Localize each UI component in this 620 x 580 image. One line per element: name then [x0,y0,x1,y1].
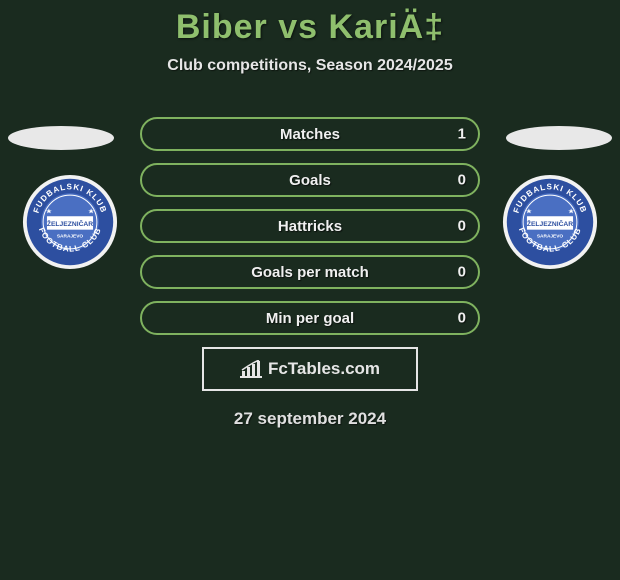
comparison-card: Biber vs KariÄ‡ Club competitions, Seaso… [0,0,620,429]
badge-center-text: ŽELJEZNIČAR [527,219,573,228]
subtitle: Club competitions, Season 2024/2025 [0,57,620,75]
stat-row-goals: Goals 0 [140,163,480,197]
club-badge-right: FUDBALSKI KLUB FOOTBALL CLUB ŽELJEZNIČAR… [502,174,598,270]
stat-label: Goals per match [251,264,369,281]
stat-label: Min per goal [266,310,354,327]
stat-row-min-per-goal: Min per goal 0 [140,301,480,335]
date-text: 27 september 2024 [0,409,620,429]
badge-city: SARAJEVO [57,233,84,239]
stat-label: Matches [280,126,340,143]
stat-label: Hattricks [278,218,342,235]
club-badge-left: FUDBALSKI KLUB FOOTBALL CLUB ŽELJEZNIČAR… [22,174,118,270]
stat-right-value: 0 [458,172,466,189]
stat-right-value: 0 [458,310,466,327]
stat-right-value: 0 [458,264,466,281]
brand-box[interactable]: FcTables.com [202,347,418,391]
player-left-placeholder [8,126,114,150]
badge-city: SARAJEVO [537,233,564,239]
stat-row-goals-per-match: Goals per match 0 [140,255,480,289]
badge-center-text: ŽELJEZNIČAR [47,219,93,228]
stats-list: Matches 1 Goals 0 Hattricks 0 Goals per … [140,117,480,335]
player-right-placeholder [506,126,612,150]
stat-right-value: 1 [458,126,466,143]
page-title: Biber vs KariÄ‡ [0,8,620,47]
brand-text: FcTables.com [268,359,380,379]
stat-label: Goals [289,172,331,189]
chart-icon [240,360,262,378]
stat-right-value: 0 [458,218,466,235]
stat-row-matches: Matches 1 [140,117,480,151]
stat-row-hattricks: Hattricks 0 [140,209,480,243]
